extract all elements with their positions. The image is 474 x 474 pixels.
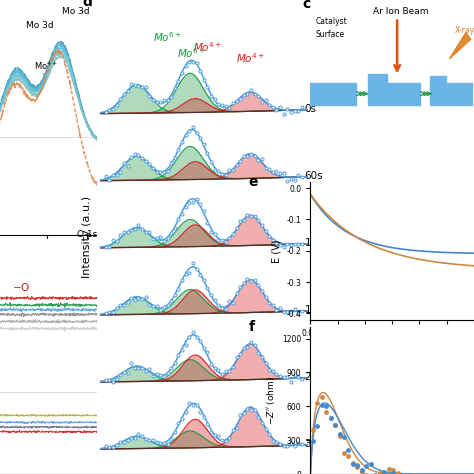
Point <box>309 426 317 434</box>
Point <box>322 408 330 416</box>
Point <box>345 453 352 460</box>
Bar <box>310 83 356 105</box>
Point <box>354 461 361 469</box>
Point <box>336 430 343 438</box>
Point <box>327 414 334 421</box>
Text: Ar Ion Beam: Ar Ion Beam <box>373 7 428 16</box>
Text: Mo$^{6+}$: Mo$^{6+}$ <box>153 30 182 44</box>
Point <box>318 401 325 409</box>
Point <box>340 433 348 441</box>
Point <box>331 421 339 429</box>
Text: 240s: 240s <box>304 372 330 382</box>
Text: Mo$^{4+}$: Mo$^{4+}$ <box>193 40 222 54</box>
Point <box>390 469 397 474</box>
Point <box>358 469 365 474</box>
Point <box>313 399 321 406</box>
Point <box>322 402 330 410</box>
Text: 120s: 120s <box>304 237 330 247</box>
Bar <box>430 83 473 105</box>
Point <box>394 469 401 474</box>
Point <box>336 432 343 440</box>
Bar <box>368 74 387 83</box>
Text: O 1s: O 1s <box>77 229 97 238</box>
Text: Catalyst: Catalyst <box>315 17 347 26</box>
Text: e: e <box>248 175 258 189</box>
Text: 180s: 180s <box>304 305 330 315</box>
Point <box>363 462 370 470</box>
Point <box>367 460 374 468</box>
Point <box>381 468 388 474</box>
Y-axis label: $-Z''$ (ohm): $-Z''$ (ohm) <box>264 376 277 425</box>
Point <box>318 393 325 401</box>
Point <box>327 415 334 422</box>
X-axis label: eV): eV) <box>41 258 56 267</box>
Point <box>363 471 370 474</box>
Text: Mo 3d: Mo 3d <box>26 21 54 30</box>
Point <box>385 465 392 473</box>
Point <box>381 470 388 474</box>
Bar <box>368 83 420 105</box>
Point <box>340 449 348 457</box>
Point <box>390 466 397 474</box>
Point <box>358 466 365 474</box>
Point <box>313 422 321 430</box>
Text: 60s: 60s <box>304 171 323 181</box>
Bar <box>430 76 446 83</box>
Text: Mo$^{6+}$: Mo$^{6+}$ <box>177 46 206 60</box>
Y-axis label: E (V): E (V) <box>271 239 281 263</box>
Text: d: d <box>82 0 92 9</box>
Point <box>376 469 383 474</box>
Text: Surface: Surface <box>315 30 345 39</box>
Text: 360s: 360s <box>304 439 330 449</box>
Point <box>354 463 361 471</box>
Polygon shape <box>449 33 471 59</box>
Text: c: c <box>302 0 310 10</box>
Point <box>331 421 339 429</box>
Point <box>367 472 374 474</box>
Text: 0s: 0s <box>304 103 317 113</box>
Text: X-rays: X-rays <box>455 26 474 35</box>
Point <box>345 446 352 454</box>
Text: $-$O: $-$O <box>12 281 30 293</box>
Text: Mo$^{4+}$: Mo$^{4+}$ <box>34 60 58 73</box>
Point <box>349 460 357 468</box>
Y-axis label: Intensity (a.u.): Intensity (a.u.) <box>82 196 91 278</box>
Text: f: f <box>248 320 255 334</box>
Text: Mo 3d: Mo 3d <box>62 7 90 16</box>
Point <box>372 472 379 474</box>
Point <box>309 437 317 445</box>
Text: Mo$^{4+}$: Mo$^{4+}$ <box>236 51 264 65</box>
Point <box>349 459 357 466</box>
